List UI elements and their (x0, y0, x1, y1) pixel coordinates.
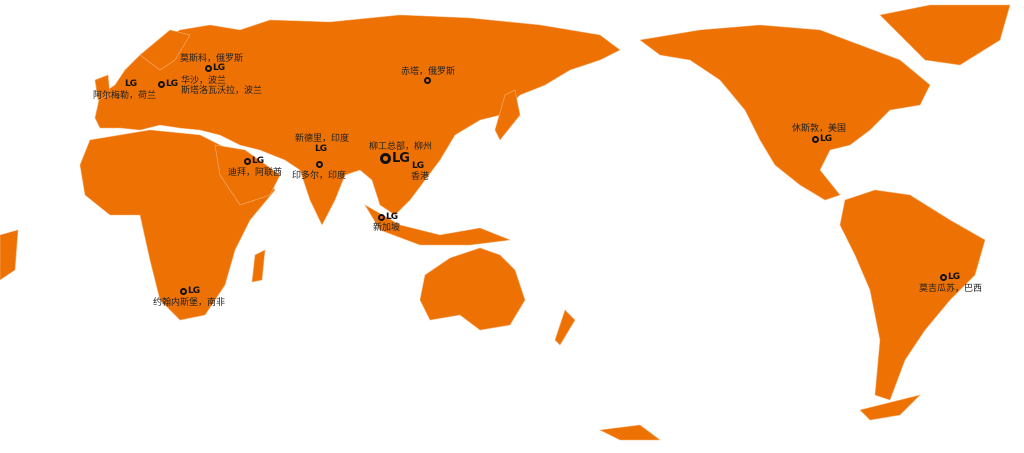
gear-icon (244, 158, 251, 165)
marker-singapore[interactable]: LG (378, 212, 398, 222)
liugong-logo-icon: LG (213, 63, 225, 73)
location-label: 新德里，印度 (295, 134, 350, 144)
scandinavia (139, 29, 191, 71)
arabia (214, 144, 281, 206)
marker-johannesburg[interactable]: LG (180, 286, 200, 296)
liugong-logo-icon: LG (315, 144, 327, 154)
location-label: 阿尔梅勒，荷兰 (93, 91, 157, 101)
new-zealand (554, 309, 576, 346)
location-label: 印多尔，印度 (292, 171, 347, 181)
marker-almere[interactable]: LG (125, 79, 137, 89)
liugong-logo-icon: LG (188, 286, 200, 296)
eurasia (94, 14, 621, 226)
gear-icon (180, 288, 187, 295)
liugong-logo-icon: LG (252, 156, 264, 166)
japan (494, 89, 521, 141)
marker-moscow[interactable]: LG (205, 63, 225, 73)
madagascar (251, 249, 266, 283)
liugong-logo-icon: LG (948, 272, 960, 282)
location-label: 斯塔洛瓦沃拉，波兰 (181, 86, 263, 96)
marker-mogi-guacu[interactable]: LG (940, 272, 960, 282)
gear-icon (316, 161, 323, 168)
marker-indore[interactable] (316, 161, 323, 168)
liugong-logo-icon: LG (392, 151, 410, 166)
gear-icon (378, 214, 385, 221)
australia (419, 247, 526, 331)
location-label: 柳工总部，柳州 (369, 142, 433, 152)
gear-icon (380, 153, 391, 164)
liugong-logo-icon: LG (386, 212, 398, 222)
marker-liugong-hq[interactable]: LG (380, 151, 410, 166)
marker-chita[interactable] (424, 77, 431, 84)
marker-warsaw[interactable]: LG (158, 79, 178, 89)
north-america (639, 24, 931, 201)
location-label: 赤塔，俄罗斯 (401, 67, 456, 77)
greenland (879, 4, 1011, 66)
liugong-logo-icon: LG (166, 79, 178, 89)
location-label: 约翰内斯堡，南非 (153, 298, 226, 308)
marker-new-delhi[interactable]: LG (315, 144, 327, 154)
location-label: 香港 (411, 172, 430, 182)
location-label: 华沙，波兰 (181, 76, 227, 86)
gear-icon (205, 65, 212, 72)
liugong-logo-icon: LG (820, 134, 832, 144)
marker-houston[interactable]: LG (812, 134, 832, 144)
location-label: 莫吉瓜苏，巴西 (919, 284, 983, 294)
gear-icon (158, 81, 165, 88)
south-america-west-fragment (0, 229, 19, 281)
antarctica-fragment-west (598, 424, 661, 441)
indonesia (364, 204, 511, 246)
liugong-logo-icon: LG (125, 79, 137, 89)
location-label: 新加坡 (373, 223, 401, 233)
marker-hong-kong[interactable]: LG (412, 161, 424, 171)
marker-dubai[interactable]: LG (244, 156, 264, 166)
liugong-logo-icon: LG (412, 161, 424, 171)
uk (94, 74, 111, 101)
gear-icon (940, 274, 947, 281)
location-label: 休斯敦，美国 (792, 124, 847, 134)
location-label: 迪拜，阿联酋 (228, 168, 283, 178)
location-label: 莫斯科，俄罗斯 (180, 54, 244, 64)
gear-icon (424, 77, 431, 84)
south-america (839, 189, 986, 401)
antarctica-fragment (859, 394, 921, 421)
gear-icon (812, 136, 819, 143)
